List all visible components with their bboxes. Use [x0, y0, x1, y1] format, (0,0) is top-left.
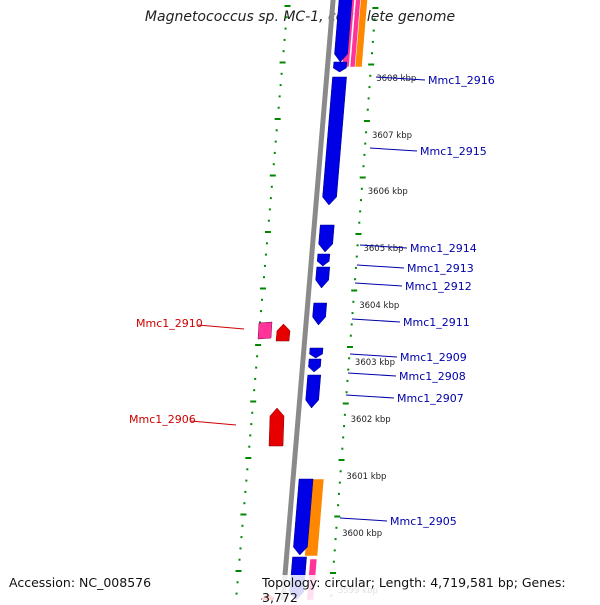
gene-label-right: Mmc1_2911 — [403, 316, 470, 329]
gene-label-right: Mmc1_2907 — [397, 392, 464, 405]
label-leader-line — [347, 372, 397, 377]
gene-arrow-forward — [305, 374, 322, 409]
label-leader-line — [190, 420, 237, 426]
gene-label-right: Mmc1_2909 — [400, 351, 467, 364]
gene-arrow-forward — [309, 347, 324, 359]
gene-arrow-reverse — [268, 407, 285, 447]
label-leader-line — [197, 324, 245, 330]
gene-label-right: Mmc1_2915 — [420, 145, 487, 158]
gene-arrow-forward — [333, 61, 348, 73]
kbp-tick-label: 3603 kbp — [355, 358, 395, 368]
rna-gene-box — [257, 321, 273, 340]
gene-label-right: Mmc1_2912 — [405, 280, 472, 293]
label-leader-line — [351, 318, 401, 323]
gene-arrow-forward — [316, 253, 331, 267]
gene-arrow-forward — [322, 76, 347, 206]
label-leader-line — [359, 244, 408, 249]
label-leader-line — [369, 147, 418, 152]
backbone-line — [280, 0, 336, 600]
right-gene-labels: Mmc1_2916 Mmc1_2915 Mmc1_2914 Mmc1_2913 Mmc1… — [339, 74, 495, 528]
kbp-tick-label: 3601 kbp — [346, 472, 386, 482]
gene-arrow-forward — [293, 478, 314, 556]
kbp-tick-label: 3600 kbp — [342, 529, 382, 539]
label-leader-line — [345, 394, 395, 399]
kbp-tick-label: 3606 kbp — [368, 187, 408, 197]
gene-arrow-forward — [308, 358, 322, 373]
gene-label-right: Mmc1_2913 — [407, 262, 474, 275]
left-tick-ruler — [235, 5, 291, 595]
accession-label: Accession: NC_008576 — [9, 575, 152, 590]
kbp-tick-label: 3608 kbp — [376, 74, 416, 84]
gene-arrow-forward — [334, 0, 353, 63]
gene-arrow-forward — [318, 224, 335, 253]
kbp-tick-label: 3602 kbp — [351, 415, 391, 425]
map-title: Magnetococcus sp. MC-1, complete genome — [144, 9, 456, 25]
gene-label-left: Mmc1_2906 — [129, 413, 196, 426]
right-tick-ruler — [330, 7, 379, 597]
label-leader-line — [356, 264, 405, 269]
gene-label-right: Mmc1_2905 — [390, 515, 457, 528]
cds-band — [354, 0, 368, 68]
kbp-tick-label: 3607 kbp — [372, 131, 412, 141]
kbp-tick-label: 3605 kbp — [363, 244, 403, 254]
label-leader-line — [349, 353, 398, 358]
gene-label-right: Mmc1_2908 — [399, 370, 466, 383]
gene-arrow-reverse — [275, 323, 291, 342]
kbp-tick-label: 3604 kbp — [359, 301, 399, 311]
gene-arrow-forward — [312, 302, 328, 326]
genome-stats-label: Topology: circular; Length: 4,719,581 bp… — [262, 575, 600, 605]
left-gene-labels: Mmc1_2910 Mmc1_2906 — [129, 317, 245, 426]
label-leader-line — [339, 517, 388, 522]
label-leader-line — [375, 76, 426, 81]
gene-label-right: Mmc1_2916 — [428, 74, 495, 87]
gene-label-left: Mmc1_2910 — [136, 317, 203, 330]
gene-arrow-forward — [315, 266, 331, 289]
gene-label-right: Mmc1_2914 — [410, 242, 477, 255]
label-leader-line — [354, 282, 403, 287]
